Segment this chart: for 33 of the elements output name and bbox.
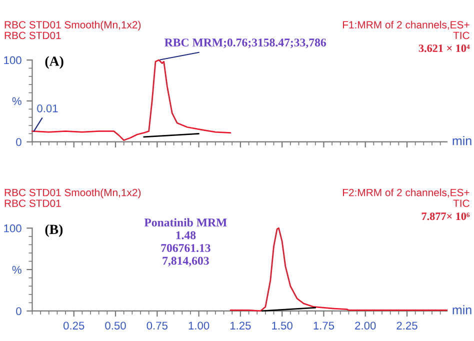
- annotation: (A): [45, 56, 64, 69]
- chart-subtitle: RBC STD01: [4, 200, 61, 208]
- y-tick-label: %: [12, 266, 22, 274]
- y-tick-label: %: [12, 97, 22, 106]
- chart-title: RBC STD01 Smooth(Mn,1x2): [4, 20, 141, 31]
- x-tick-label: 1.25: [230, 322, 251, 330]
- y-tick-label: 0: [16, 138, 22, 146]
- text: TIC: [453, 200, 470, 208]
- annotation: 0.01: [37, 104, 58, 112]
- text: 7.877× 10⁶: [422, 212, 470, 220]
- chart-title: RBC STD01 Smooth(Mn,1x2): [4, 188, 141, 198]
- x-tick-label: 2.00: [355, 322, 376, 330]
- chart-subtitle: RBC STD01: [4, 32, 61, 40]
- text: F2:MRM of 2 channels,ES+: [342, 188, 470, 198]
- annotation: RBC MRM;0.76;3158.47;33,786: [164, 38, 326, 48]
- text: 3.621 × 10⁴: [418, 44, 470, 52]
- x-tick-label: 0.75: [146, 322, 168, 330]
- annotation: Ponatinib MRM 1.48 706761.13 7,814,603: [144, 218, 227, 266]
- x-axis-title: min: [452, 136, 472, 146]
- line-series: [230, 227, 448, 312]
- x-tick-label: 1.50: [272, 322, 292, 330]
- y-tick-label: 100: [4, 224, 22, 232]
- text: F1:MRM of 2 channels,ES+: [342, 20, 470, 30]
- x-tick-label: 1.75: [314, 322, 334, 330]
- x-axis-title: min: [452, 305, 472, 314]
- x-tick-label: 2.25: [396, 322, 418, 330]
- annotation: (B): [45, 224, 63, 237]
- y-tick-label: 100: [4, 56, 22, 64]
- x-tick-label: 0.25: [63, 322, 84, 330]
- y-tick-label: 0: [16, 307, 22, 316]
- x-tick-label: 1.00: [188, 322, 210, 330]
- text: TIC: [453, 32, 470, 40]
- x-tick-label: 0.50: [105, 322, 126, 330]
